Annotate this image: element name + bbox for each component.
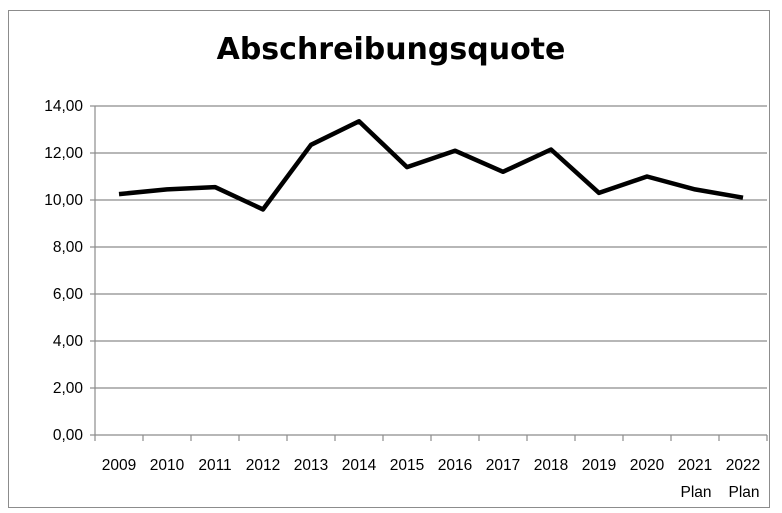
x-tick-label: 2021 [678,457,712,474]
y-tick-label: 2,00 [53,380,84,397]
y-tick-label: 4,00 [53,333,84,350]
chart-title: Abschreibungsquote [216,32,566,67]
y-tick-label: 6,00 [53,286,84,303]
x-tick-label: 2013 [294,457,328,474]
y-tick-label: 0,00 [53,427,84,444]
x-tick-label: 2012 [246,457,280,474]
x-tick-label: 2018 [534,457,568,474]
y-tick-label: 12,00 [44,145,83,162]
x-tick-label: 2014 [342,457,377,474]
chart-frame [8,10,770,508]
x-tick-label: 2010 [150,457,185,474]
y-tick-label: 14,00 [44,98,83,115]
x-tick-label: 2017 [486,457,520,474]
x-tick-label: 2011 [198,457,231,474]
x-tick-label: 2009 [102,457,136,474]
x-tick-label: 2016 [438,457,472,474]
y-tick-label: 8,00 [53,239,84,256]
x-tick-label: 2015 [390,457,424,474]
x-tick-sublabel: Plan [728,484,759,501]
x-tick-label: 2022 [726,457,760,474]
x-tick-label: 2019 [582,457,616,474]
y-tick-label: 10,00 [44,192,83,209]
x-tick-sublabel: Plan [680,484,711,501]
x-tick-label: 2020 [630,457,665,474]
series-line [118,119,744,212]
